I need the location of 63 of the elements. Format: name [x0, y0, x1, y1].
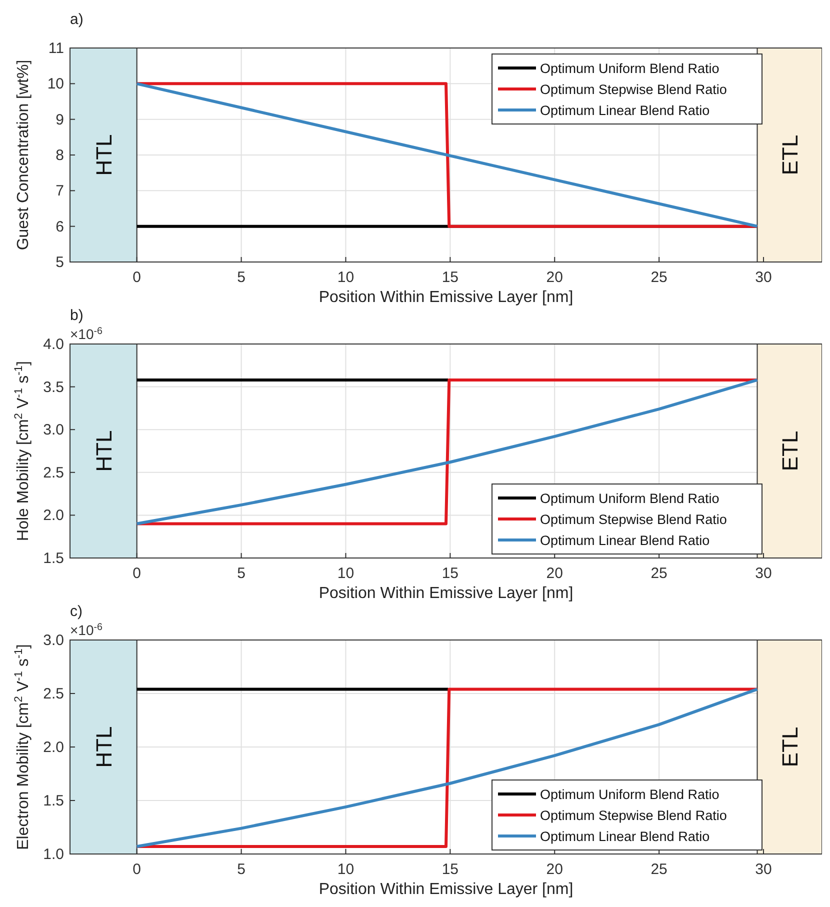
- x-tick-label: 25: [650, 565, 668, 582]
- legend-label: Optimum Linear Blend Ratio: [540, 103, 710, 118]
- y-tick-label: 7: [56, 182, 64, 200]
- y-tick-label: 4.0: [43, 336, 64, 353]
- x-tick-label: 10: [337, 269, 354, 286]
- y-tick-label: 2.5: [43, 686, 64, 702]
- y-tick-label: 2.0: [43, 507, 64, 524]
- x-tick-label: 5: [237, 269, 246, 286]
- y-tick-label: 9: [56, 111, 64, 128]
- x-tick-label: 15: [442, 269, 459, 286]
- y-tick-label: 3.0: [43, 422, 64, 439]
- x-tick-label: 30: [755, 565, 772, 582]
- y-tick-label: 6: [56, 218, 64, 236]
- x-tick-label: 0: [132, 861, 142, 878]
- chart-title: a): [70, 11, 84, 28]
- x-tick-label: 20: [546, 861, 563, 878]
- x-tick-label: 30: [755, 861, 772, 878]
- y-tick-label: 2.0: [43, 739, 64, 756]
- y-tick-label: 3.0: [43, 632, 64, 649]
- x-tick-label: 10: [337, 565, 354, 582]
- legend-label: Optimum Stepwise Blend Ratio: [540, 512, 727, 527]
- band-label: HTL: [91, 726, 116, 768]
- y-tick-label: 11: [48, 40, 64, 57]
- x-tick-label: 20: [546, 269, 563, 286]
- legend-label: Optimum Stepwise Blend Ratio: [540, 82, 727, 97]
- legend-label: Optimum Uniform Blend Ratio: [540, 787, 720, 802]
- x-axis-title: Position Within Emissive Layer [nm]: [318, 881, 574, 898]
- x-tick-label: 20: [546, 565, 563, 582]
- x-tick-label: 15: [442, 861, 459, 878]
- x-tick-label: 5: [237, 861, 246, 878]
- band-label: ETL: [778, 726, 803, 768]
- y-tick-label: 5: [56, 254, 64, 271]
- y-tick-label: 3.5: [43, 378, 64, 396]
- legend-label: Optimum Linear Blend Ratio: [540, 533, 710, 548]
- y-axis-title: Guest Concentration [wt%]: [15, 60, 32, 250]
- band-label: ETL: [778, 430, 803, 472]
- legend-label: Optimum Stepwise Blend Ratio: [540, 808, 727, 823]
- x-axis-title: Position Within Emissive Layer [nm]: [318, 585, 574, 602]
- y-tick-label: 10: [47, 76, 64, 93]
- x-tick-label: 15: [442, 565, 459, 582]
- x-tick-label: 25: [650, 861, 668, 878]
- x-tick-label: 0: [132, 269, 142, 286]
- x-tick-label: 30: [755, 269, 772, 286]
- y-tick-label: 2.5: [43, 464, 64, 482]
- text: ×10$^{-6}$: [70, 326, 104, 342]
- y-tick-label: 1.0: [43, 846, 64, 863]
- legend-label: Optimum Uniform Blend Ratio: [540, 491, 720, 506]
- legend-label: Optimum Linear Blend Ratio: [540, 829, 710, 844]
- legend-label: Optimum Uniform Blend Ratio: [540, 61, 720, 76]
- chart-title: b): [70, 307, 84, 324]
- band-label: HTL: [91, 134, 116, 176]
- x-tick-label: 0: [132, 565, 142, 582]
- y-tick-label: 1.5: [43, 550, 64, 567]
- y-tick-label: 1.5: [43, 792, 64, 810]
- x-tick-label: 5: [237, 565, 246, 582]
- band-label: ETL: [778, 134, 803, 176]
- x-axis-title: Position Within Emissive Layer [nm]: [318, 289, 574, 306]
- y-tick-label: 8: [56, 147, 64, 164]
- x-tick-label: 25: [650, 269, 668, 286]
- band-label: HTL: [91, 430, 116, 472]
- text: ×10$^{-6}$: [70, 622, 104, 638]
- chart-title: c): [70, 603, 82, 620]
- x-tick-label: 10: [337, 861, 354, 878]
